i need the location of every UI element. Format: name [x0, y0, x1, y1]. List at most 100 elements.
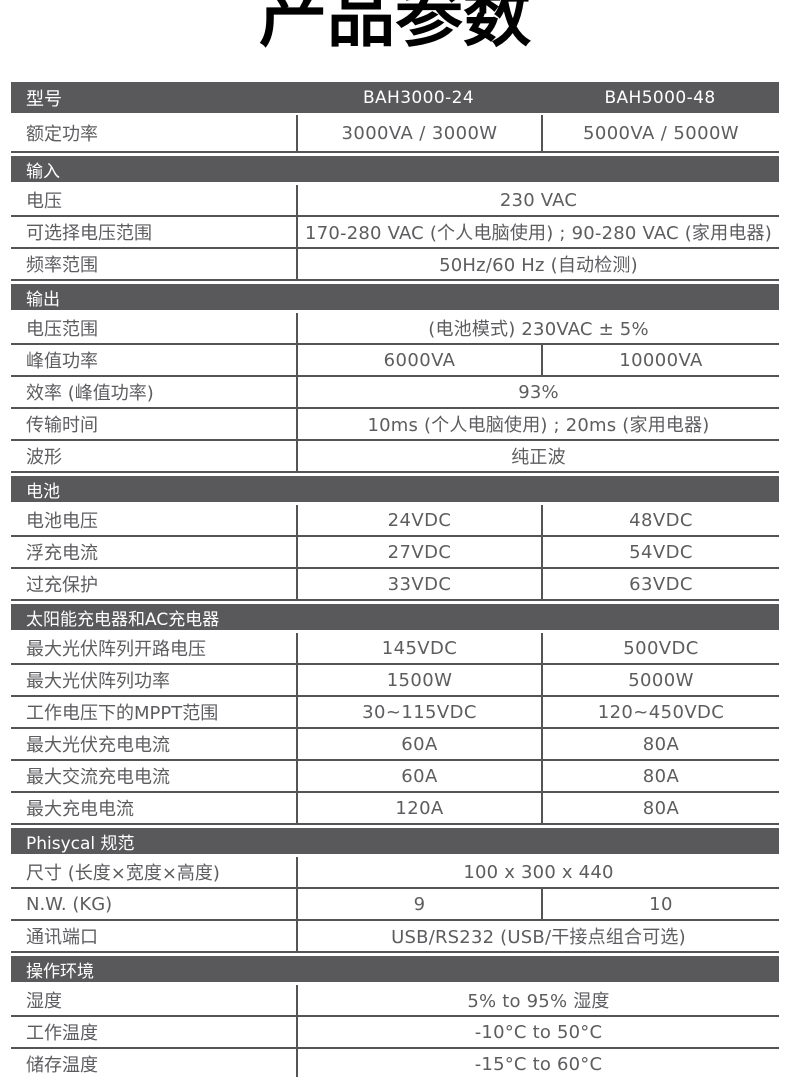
row-value-span: -10°C to 50°C: [296, 1017, 779, 1047]
row-value: 80A: [541, 729, 779, 759]
row-value: 1500W: [296, 665, 541, 695]
row-value: 60A: [296, 729, 541, 759]
table-row: 储存温度 -15°C to 60°C: [11, 1049, 779, 1077]
row-label: 电压: [26, 191, 62, 212]
table-row: 电压范围 (电池模式) 230VAC ± 5%: [11, 313, 779, 345]
header-model-2: BAH5000-48: [604, 87, 716, 108]
table-row: 最大光伏阵列功率 1500W 5000W: [11, 665, 779, 697]
row-value: 80A: [541, 793, 779, 823]
table-row: 通讯端口 USB/RS232 (USB/干接点组合可选): [11, 921, 779, 953]
section-label: Phisycal 规范: [26, 833, 135, 854]
row-label: 过充保护: [26, 575, 98, 596]
row-label: 传输时间: [26, 415, 98, 436]
header-model-1: BAH3000-24: [362, 87, 475, 108]
row-value-span: 50Hz/60 Hz (自动检测): [296, 249, 779, 279]
row-value: 6000VA: [296, 345, 541, 375]
table-row: 工作电压下的MPPT范围 30~115VDC 120~450VDC: [11, 697, 779, 729]
row-value-span: (电池模式) 230VAC ± 5%: [296, 313, 779, 343]
row-value: 145VDC: [296, 633, 541, 663]
row-label: 通讯端口: [26, 927, 98, 948]
row-label: 储存温度: [26, 1055, 98, 1076]
row-value: 500VDC: [541, 633, 779, 663]
row-value: 30~115VDC: [296, 697, 541, 727]
row-label: 电压范围: [26, 319, 98, 340]
row-label: 最大光伏阵列开路电压: [26, 639, 206, 660]
row-value-span: 5% to 95% 湿度: [296, 985, 779, 1015]
row-value: 48VDC: [541, 505, 779, 535]
row-value: 60A: [296, 761, 541, 791]
section-header: 电池: [11, 476, 779, 502]
section-header: Phisycal 规范: [11, 828, 779, 854]
section-label: 操作环境: [26, 961, 94, 982]
row-label: 最大光伏阵列功率: [26, 671, 170, 692]
table-row: 频率范围 50Hz/60 Hz (自动检测): [11, 249, 779, 281]
section-header: 操作环境: [11, 956, 779, 982]
row-value: 5000VA / 5000W: [541, 115, 779, 151]
row-value: 54VDC: [541, 537, 779, 567]
table-row: 效率 (峰值功率) 93%: [11, 377, 779, 409]
table-row: 电压 230 VAC: [11, 185, 779, 217]
table-row: 浮充电流 27VDC 54VDC: [11, 537, 779, 569]
table-body: 额定功率 3000VA / 3000W 5000VA / 5000W 输入电压 230 …: [11, 115, 779, 1077]
table-row: 额定功率 3000VA / 3000W 5000VA / 5000W: [11, 115, 779, 153]
table-row: N.W. (KG) 9 10: [11, 889, 779, 921]
row-label: 最大充电电流: [26, 799, 134, 820]
section-label: 太阳能充电器和AC充电器: [26, 609, 220, 630]
section-header: 太阳能充电器和AC充电器: [11, 604, 779, 630]
row-label: 尺寸 (长度×宽度×高度): [26, 863, 220, 884]
row-label: 工作电压下的MPPT范围: [26, 703, 219, 724]
row-value: 27VDC: [296, 537, 541, 567]
section-label: 电池: [26, 481, 60, 502]
row-value: 63VDC: [541, 569, 779, 599]
row-label: 最大交流充电电流: [26, 767, 170, 788]
section-header: 输入: [11, 156, 779, 182]
row-label: 电池电压: [26, 511, 98, 532]
row-label: 最大光伏充电电流: [26, 735, 170, 756]
row-label: N.W. (KG): [26, 893, 113, 915]
row-label: 额定功率: [26, 124, 98, 145]
row-label: 浮充电流: [26, 543, 98, 564]
spec-table: 型号 BAH3000-24 BAH5000-48 额定功率 3000VA / 30…: [11, 82, 779, 1077]
section-label: 输出: [26, 289, 60, 310]
table-row: 最大光伏充电电流 60A 80A: [11, 729, 779, 761]
row-value-span: 纯正波: [296, 441, 779, 471]
row-value: 5000W: [541, 665, 779, 695]
page-title: 产品参数: [258, 0, 531, 57]
row-value: 24VDC: [296, 505, 541, 535]
row-value-span: 170-280 VAC (个人电脑使用) ; 90-280 VAC (家用电器): [296, 217, 779, 247]
row-label: 湿度: [26, 991, 62, 1012]
table-row: 电池电压 24VDC 48VDC: [11, 505, 779, 537]
row-value-span: USB/RS232 (USB/干接点组合可选): [296, 921, 779, 951]
row-value: 80A: [541, 761, 779, 791]
row-value: 120A: [296, 793, 541, 823]
header-model-label: 型号: [26, 88, 62, 110]
table-row: 尺寸 (长度×宽度×高度) 100 x 300 x 440: [11, 857, 779, 889]
row-value-span: 93%: [296, 377, 779, 407]
row-label: 波形: [26, 447, 62, 468]
table-row: 可选择电压范围 170-280 VAC (个人电脑使用) ; 90-280 VAC…: [11, 217, 779, 249]
table-row: 湿度 5% to 95% 湿度: [11, 985, 779, 1017]
row-value-span: 230 VAC: [296, 185, 779, 215]
row-value-span: -15°C to 60°C: [296, 1049, 779, 1077]
row-label: 工作温度: [26, 1023, 98, 1044]
row-value: 9: [296, 889, 541, 919]
table-row: 最大光伏阵列开路电压 145VDC 500VDC: [11, 633, 779, 665]
row-label: 可选择电压范围: [26, 223, 152, 244]
table-row: 峰值功率 6000VA 10000VA: [11, 345, 779, 377]
table-row: 传输时间 10ms (个人电脑使用) ; 20ms (家用电器): [11, 409, 779, 441]
row-label: 效率 (峰值功率): [26, 383, 154, 404]
section-label: 输入: [26, 161, 60, 182]
table-row: 波形 纯正波: [11, 441, 779, 473]
row-label: 峰值功率: [26, 351, 98, 372]
row-value: 10000VA: [541, 345, 779, 375]
row-value: 120~450VDC: [541, 697, 779, 727]
row-value-span: 10ms (个人电脑使用) ; 20ms (家用电器): [296, 409, 779, 439]
section-header: 输出: [11, 284, 779, 310]
row-value-span: 100 x 300 x 440: [296, 857, 779, 887]
table-row: 工作温度 -10°C to 50°C: [11, 1017, 779, 1049]
row-value: 33VDC: [296, 569, 541, 599]
row-label: 频率范围: [26, 255, 98, 276]
table-row: 过充保护 33VDC 63VDC: [11, 569, 779, 601]
row-value: 3000VA / 3000W: [296, 115, 541, 151]
row-value: 10: [541, 889, 779, 919]
